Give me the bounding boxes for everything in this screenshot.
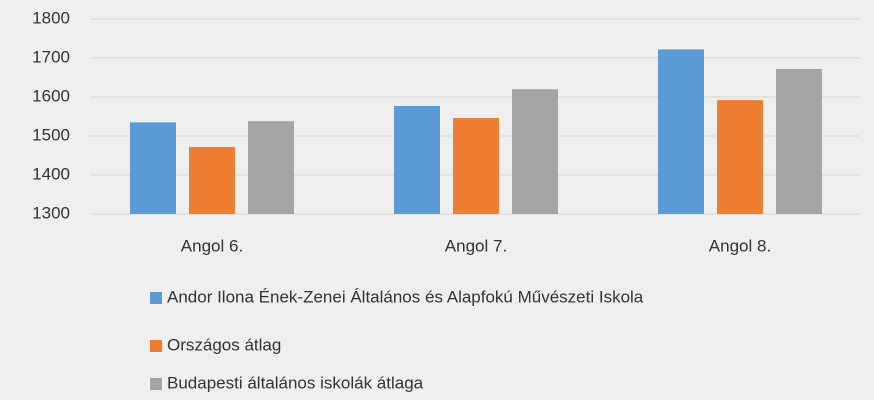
legend-swatch: [150, 292, 162, 304]
bar: [189, 146, 235, 214]
legend-swatch: [150, 340, 162, 352]
bar: [512, 89, 558, 214]
x-tick-label: Angol 8.: [709, 236, 771, 255]
y-tick-label: 1700: [32, 47, 70, 66]
y-tick-label: 1800: [32, 8, 70, 27]
x-tick-label: Angol 6.: [181, 236, 243, 255]
bar: [658, 49, 704, 214]
bar: [130, 122, 176, 214]
bar: [394, 105, 440, 214]
x-tick-label: Angol 7.: [445, 236, 507, 255]
bar: [248, 121, 294, 214]
y-tick-label: 1600: [32, 86, 70, 105]
y-tick-label: 1400: [32, 164, 70, 183]
legend-label: Budapesti általános iskolák átlaga: [167, 373, 424, 392]
legend-label: Országos átlag: [167, 335, 281, 354]
bar: [776, 68, 822, 214]
y-tick-label: 1500: [32, 125, 70, 144]
y-tick-label: 1300: [32, 203, 70, 222]
legend-swatch: [150, 378, 162, 390]
legend-label: Andor Ilona Ének-Zenei Általános és Alap…: [167, 287, 644, 306]
bar: [453, 118, 499, 214]
bar: [717, 100, 763, 214]
